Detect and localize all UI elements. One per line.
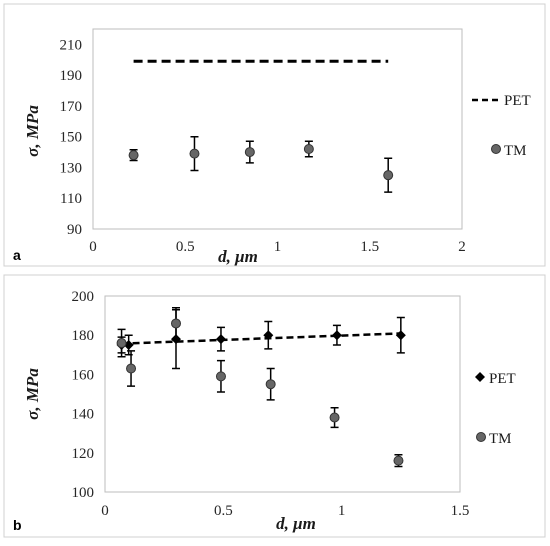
panel-b-xlabel: d, μm <box>276 514 316 533</box>
panel-b-xtick-label: 0.5 <box>214 503 233 519</box>
panel-a-ytick-label: 130 <box>60 160 83 176</box>
panel-b-tm-point <box>393 455 404 466</box>
panel-b-pet-point <box>123 340 134 350</box>
panel-b-label: b <box>13 517 22 533</box>
panel-a-ytick-label: 210 <box>60 37 83 53</box>
panel-b-tm-point <box>215 371 226 382</box>
panel-b-ylabel: σ, MPa <box>23 368 42 420</box>
panel-b-tm-point <box>126 363 137 374</box>
panel-a-ytick-label: 150 <box>60 130 83 146</box>
panel-b-pet-point <box>395 330 406 341</box>
panel-a-label: a <box>13 247 21 263</box>
panel-a-x-ticks: 0 0.5 1 1.5 2 <box>89 239 466 255</box>
panel-a-tm-point <box>244 147 255 158</box>
panel-a-xtick-label: 1 <box>274 239 282 255</box>
panel-a-xtick-label: 0 <box>89 239 97 255</box>
panel-a-tm-point <box>303 144 314 154</box>
panel-a-ytick-label: 170 <box>60 99 83 115</box>
panel-b-tm-point <box>171 318 181 329</box>
panel-a-y-ticks: 90 110 130 150 170 190 210 <box>60 37 83 238</box>
panel-b-xtick-label: 0 <box>101 503 109 519</box>
panel-b-legend-tm-label: TM <box>489 431 512 447</box>
panel-b-ytick-label: 200 <box>72 289 95 305</box>
panel-a-xtick-label: 0.5 <box>176 239 195 255</box>
panel-b-plot-area <box>104 295 461 493</box>
panel-b-trendline <box>121 332 401 345</box>
panel-b-xtick-label: 1 <box>338 503 346 519</box>
panel-b-x-ticks: 0 0.5 1 1.5 <box>101 503 469 519</box>
panel-b-tm-point <box>116 338 127 349</box>
panel-a-tm-point <box>189 148 200 159</box>
panel-a-xtick-label: 1.5 <box>360 239 379 255</box>
panel-b-ytick-label: 140 <box>72 407 95 423</box>
panel-a-ylabel: σ, MPa <box>23 105 42 157</box>
panel-b-legend: PET TM <box>475 371 516 447</box>
panel-a-ytick-label: 190 <box>60 68 83 84</box>
panel-b-legend-pet-marker <box>475 372 485 382</box>
panel-a-ytick-label: 110 <box>60 191 82 207</box>
panel-a-plot-area <box>92 28 463 230</box>
panel-a-xtick-label: 2 <box>458 239 466 255</box>
panel-b-legend-pet-label: PET <box>489 371 516 387</box>
panel-b-pet-point <box>215 334 226 345</box>
panel-a-xlabel: d, μm <box>218 247 258 266</box>
panel-b-xtick-label: 1.5 <box>451 503 470 519</box>
panel-b-marks <box>116 307 406 468</box>
panel-b-ytick-label: 120 <box>72 446 95 462</box>
panel-b-y-ticks: 100 120 140 160 180 200 <box>72 289 95 501</box>
panel-b-tm-point <box>329 412 340 423</box>
panel-b-ytick-label: 180 <box>72 328 95 344</box>
panel-b-pet-point <box>263 330 274 341</box>
panel-a-marks <box>128 59 394 193</box>
panel-b-pet-point <box>331 330 342 341</box>
panel-b-tm-point <box>265 379 276 390</box>
panel-a-tm-point <box>128 150 139 161</box>
panel-b-legend-tm-marker <box>476 432 486 442</box>
panel-a-legend-tm-label: TM <box>504 143 527 159</box>
panel-a-ytick-label: 90 <box>67 222 82 238</box>
panel-a-legend: PET TM <box>472 93 531 159</box>
panel-a-tm-point <box>383 170 394 181</box>
panel-b-ytick-label: 160 <box>72 367 95 383</box>
panel-a-legend-pet-label: PET <box>504 93 531 109</box>
panel-a-legend-tm-marker <box>491 144 501 154</box>
panel-b-ytick-label: 100 <box>72 485 95 501</box>
